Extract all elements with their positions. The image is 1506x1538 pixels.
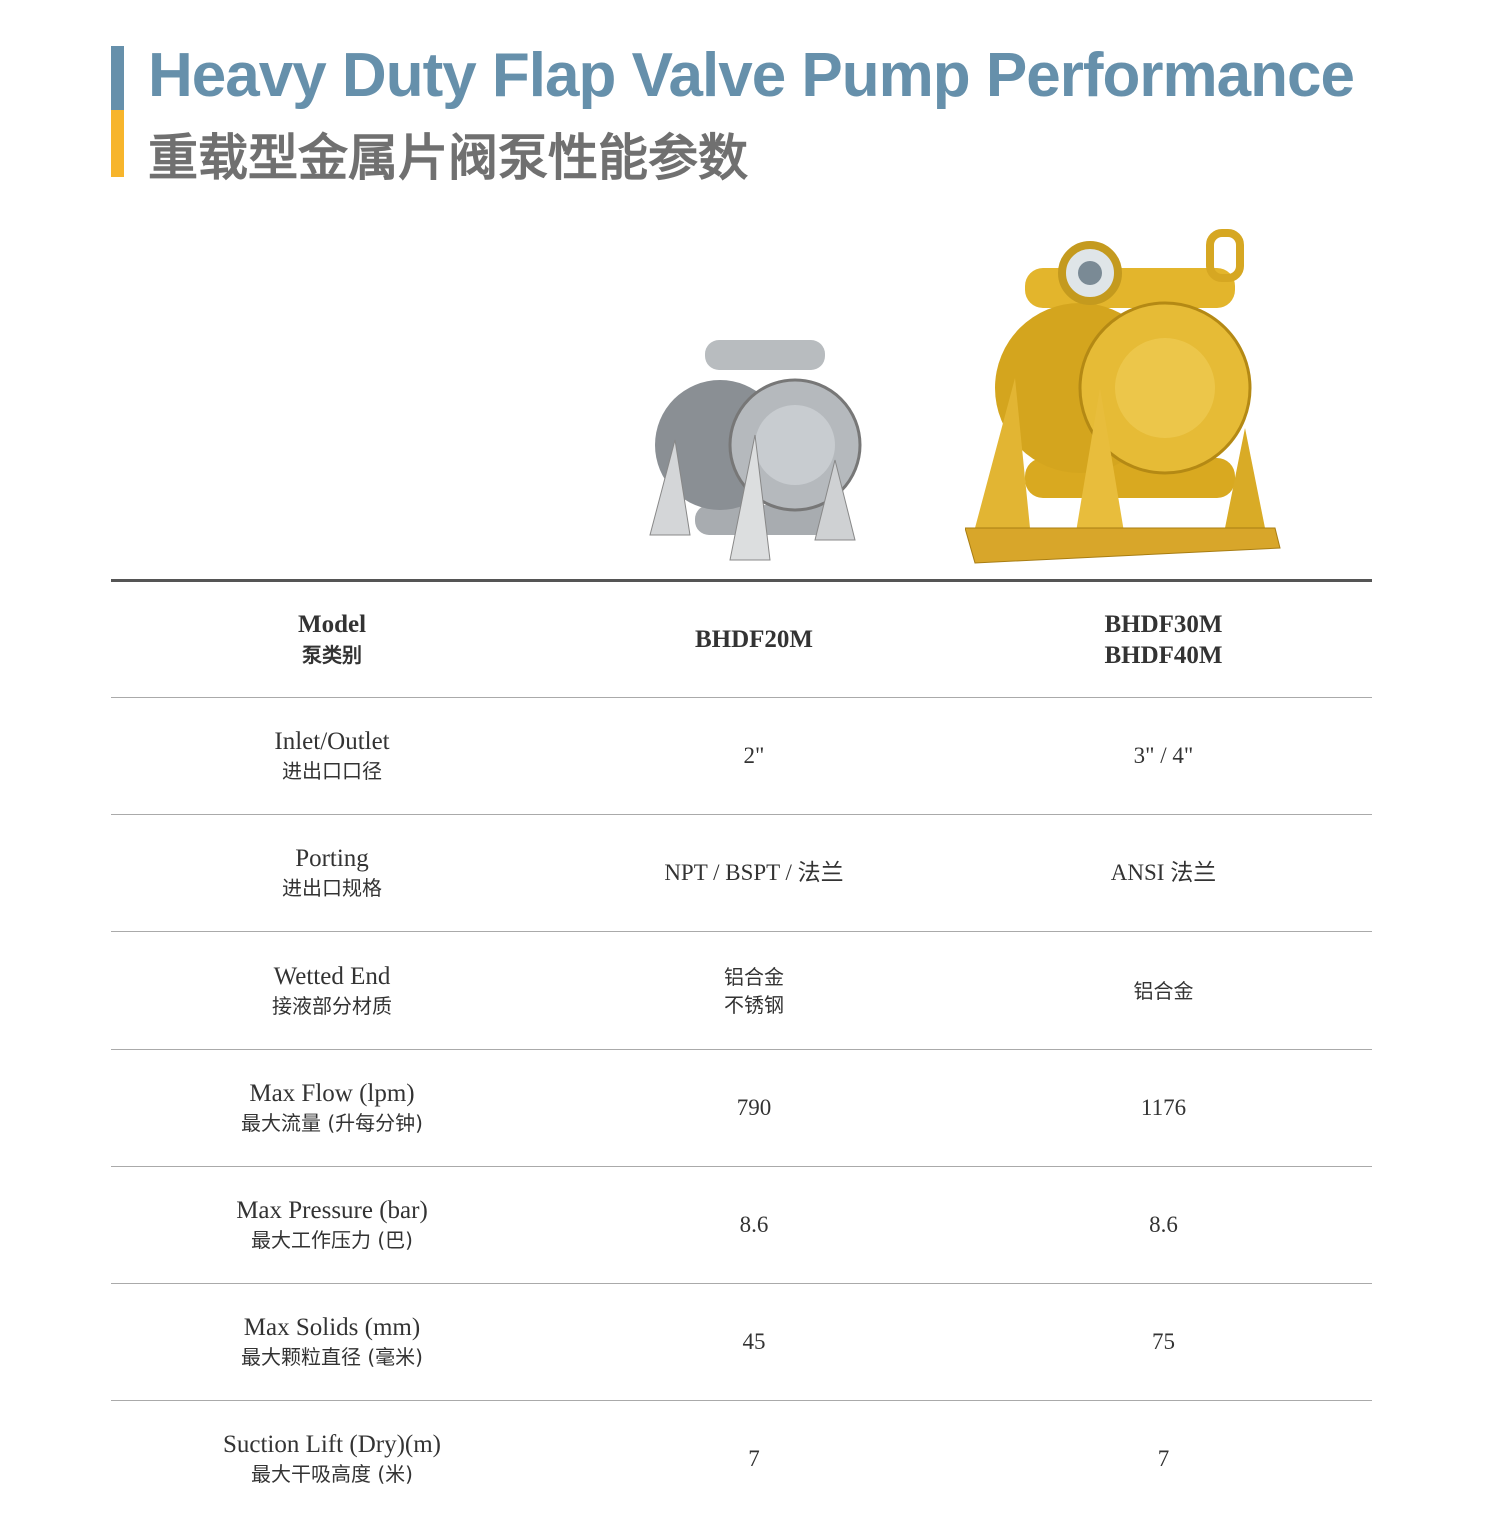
row-label-en: Inlet/Outlet	[274, 728, 390, 755]
value-text: 铝合金	[724, 964, 784, 989]
table-row: Max Flow (lpm) 最大流量 (升每分钟) 790 1176	[111, 1050, 1372, 1167]
row-value-2: 8.6	[955, 1167, 1372, 1283]
value-text: 790	[736, 1095, 772, 1120]
row-label: Suction Lift (Dry)(m) 最大干吸高度 (米)	[111, 1401, 553, 1517]
value-text: 7	[748, 1446, 760, 1471]
row-label-en: Porting	[295, 845, 369, 872]
table-row: Max Pressure (bar) 最大工作压力 (巴) 8.6 8.6	[111, 1167, 1372, 1284]
row-value-2: ANSI 法兰	[955, 815, 1372, 931]
table-row: Max Solids (mm) 最大颗粒直径 (毫米) 45 75	[111, 1284, 1372, 1401]
header-col2: BHDF30M BHDF40M	[955, 582, 1372, 697]
page-title-cn: 重载型金属片阀泵性能参数	[148, 129, 748, 187]
header-col1: BHDF20M	[553, 582, 955, 697]
row-value-2: 3" / 4"	[955, 698, 1372, 814]
value-text: 75	[1152, 1329, 1175, 1354]
table-header-row: Model 泵类别 BHDF20M BHDF30M BHDF40M	[111, 582, 1372, 698]
value-text: 8.6	[739, 1212, 769, 1237]
row-value-1: 7	[553, 1401, 955, 1517]
row-value-1: 2"	[553, 698, 955, 814]
value-text: 不锈钢	[724, 992, 784, 1017]
table-row: Wetted End 接液部分材质 铝合金不锈钢 铝合金	[111, 932, 1372, 1050]
header-model-label: Model 泵类别	[111, 582, 553, 697]
row-label: Max Solids (mm) 最大颗粒直径 (毫米)	[111, 1284, 553, 1400]
row-value-2: 75	[955, 1284, 1372, 1400]
row-value-2: 7	[955, 1401, 1372, 1517]
row-label: Max Flow (lpm) 最大流量 (升每分钟)	[111, 1050, 553, 1166]
pump-image-bhdf20m	[649, 340, 862, 561]
row-label-en: Max Flow (lpm)	[249, 1080, 415, 1107]
row-value-2: 铝合金	[955, 932, 1372, 1049]
row-value-2: 1176	[955, 1050, 1372, 1166]
row-label: Max Pressure (bar) 最大工作压力 (巴)	[111, 1167, 553, 1283]
row-label-en: Wetted End	[273, 962, 391, 990]
row-label-cn: 接液部分材质	[272, 993, 392, 1018]
row-label-cn: 最大流量 (升每分钟)	[241, 1111, 423, 1135]
row-label-en: Max Pressure (bar)	[236, 1197, 428, 1224]
row-label: Inlet/Outlet 进出口口径	[111, 698, 553, 814]
row-label-cn: 进出口口径	[282, 759, 382, 783]
value-text: 1176	[1140, 1095, 1187, 1120]
value-text: 8.6	[1149, 1212, 1178, 1237]
model-bhdf30m: BHDF30M	[1104, 610, 1223, 638]
table-row: Inlet/Outlet 进出口口径 2" 3" / 4"	[111, 698, 1372, 815]
value-text: ANSI 法兰	[1110, 860, 1217, 885]
row-label-cn: 最大颗粒直径 (毫米)	[241, 1345, 423, 1369]
row-label-en: Max Solids (mm)	[243, 1314, 421, 1341]
table-top-rule	[111, 579, 1372, 582]
pump-image-bhdf30m-40m	[965, 229, 1281, 564]
value-text: 2"	[743, 743, 765, 768]
value-text: 3" / 4"	[1133, 743, 1194, 768]
page-title-en: Heavy Duty Flap Valve Pump Performance	[148, 41, 1355, 110]
row-label-en: Suction Lift (Dry)(m)	[222, 1431, 441, 1458]
row-value-1: 790	[553, 1050, 955, 1166]
row-label: Porting 进出口规格	[111, 815, 553, 931]
row-label: Wetted End 接液部分材质	[111, 932, 553, 1049]
value-text: NPT / BSPT / 法兰	[664, 860, 844, 885]
row-label-cn: 进出口规格	[282, 876, 382, 900]
value-text: 45	[742, 1329, 766, 1354]
value-text: 铝合金	[1133, 978, 1194, 1003]
title-accent-bar-yellow	[111, 110, 124, 177]
model-bhdf40m: BHDF40M	[1104, 641, 1223, 669]
value-text: 7	[1157, 1446, 1170, 1471]
row-value-1: 铝合金 不锈钢	[553, 932, 955, 1049]
title-accent-bar-blue	[111, 46, 124, 110]
table-row: Porting 进出口规格 NPT / BSPT / 法兰 ANSI 法兰	[111, 815, 1372, 932]
model-bhdf20m: BHDF20M	[694, 626, 814, 653]
header-label-en: Model	[297, 610, 367, 638]
row-label-cn: 最大干吸高度 (米)	[251, 1462, 413, 1486]
table-row: Suction Lift (Dry)(m) 最大干吸高度 (米) 7 7	[111, 1401, 1372, 1517]
row-value-1: NPT / BSPT / 法兰	[553, 815, 955, 931]
row-label-cn: 最大工作压力 (巴)	[251, 1228, 413, 1252]
row-value-1: 45	[553, 1284, 955, 1400]
row-value-1: 8.6	[553, 1167, 955, 1283]
header-label-cn: 泵类别	[302, 642, 362, 667]
